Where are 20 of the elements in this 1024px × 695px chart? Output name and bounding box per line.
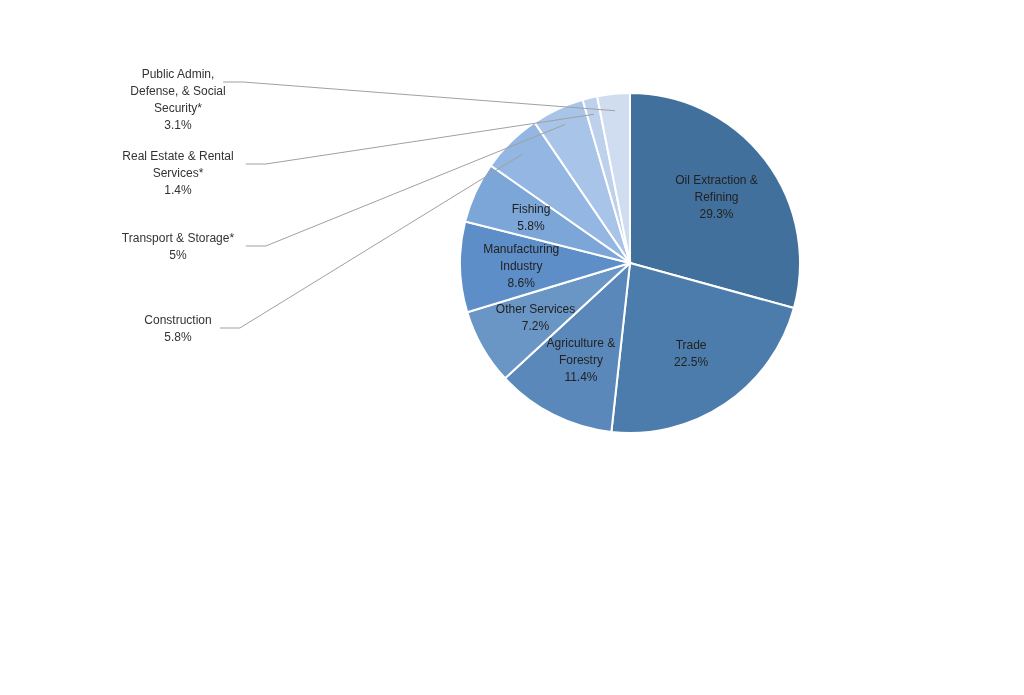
- slice-label: Trade: [675, 337, 707, 352]
- data-label: 8.6%: [507, 275, 536, 290]
- slice-label: Transport & Storage*: [121, 231, 235, 245]
- data-label: 22.5%: [674, 354, 709, 369]
- slice-label: Manufacturing Industry: [483, 241, 560, 273]
- data-label: 5.8%: [517, 219, 546, 234]
- slice-label: Public Admin, Defense, & Social Security*: [130, 67, 226, 115]
- slice-label: Construction: [144, 313, 212, 327]
- data-label: 5.8%: [164, 330, 192, 344]
- slice-label: Other Services: [495, 301, 576, 316]
- data-label: 29.3%: [699, 207, 734, 222]
- data-label: 3.1%: [164, 118, 192, 132]
- slice-label: Real Estate & Rental Services*: [122, 149, 234, 180]
- data-label: 7.2%: [521, 318, 550, 333]
- slice-label: Fishing: [511, 202, 551, 217]
- data-label: 1.4%: [164, 183, 192, 197]
- data-label: 11.4%: [564, 370, 598, 385]
- slice-label: Agriculture & Forestry: [546, 336, 616, 368]
- data-label: 5%: [169, 248, 187, 262]
- slice-label: Oil Extraction & Refining: [675, 173, 758, 205]
